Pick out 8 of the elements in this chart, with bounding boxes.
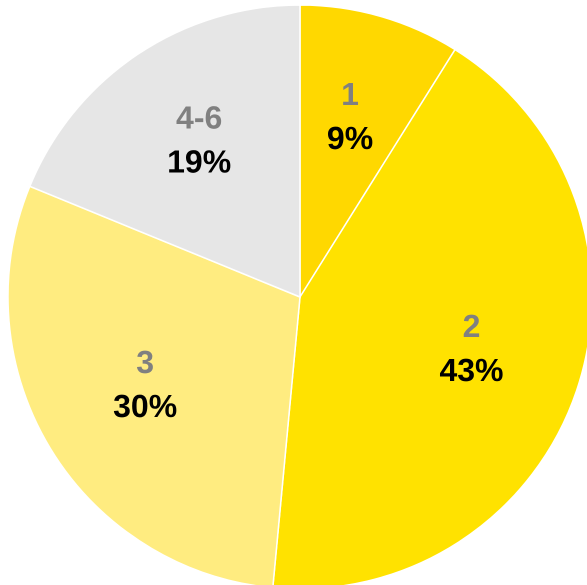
- slice-label: 3: [136, 344, 154, 380]
- slice-label: 2: [462, 308, 480, 344]
- data-label: 43%: [439, 352, 504, 388]
- data-label: 30%: [113, 388, 178, 424]
- data-label: 9%: [326, 120, 374, 156]
- slice-label: 4-6: [176, 100, 222, 136]
- slice-label: 1: [341, 76, 359, 112]
- data-label: 19%: [167, 144, 232, 180]
